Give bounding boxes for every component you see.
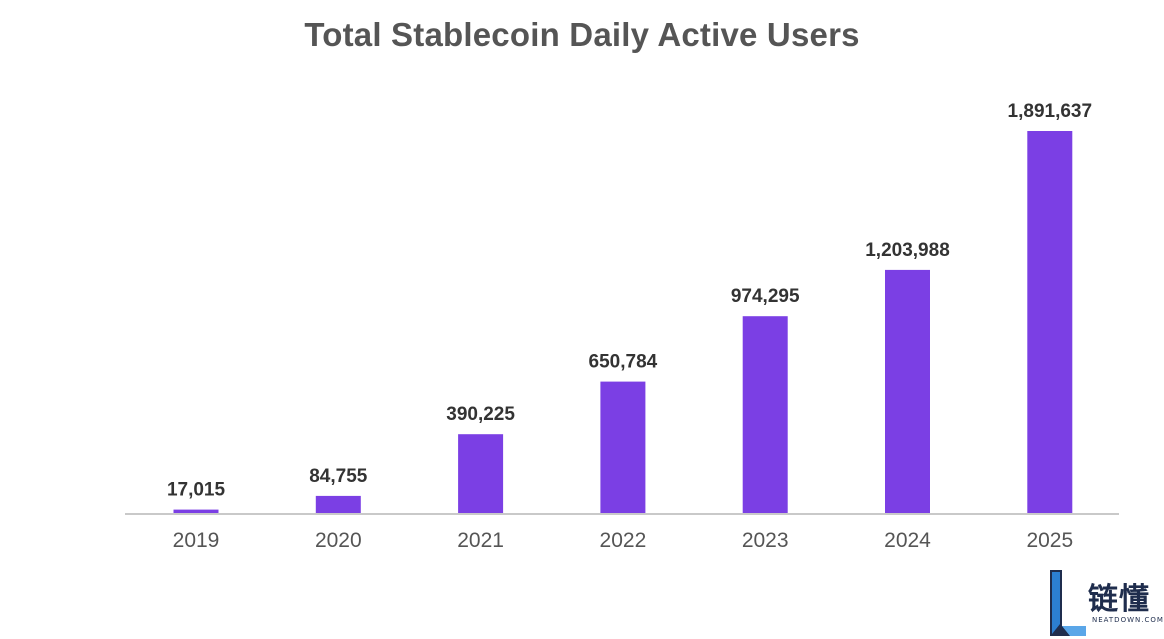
- value-label-2020: 84,755: [309, 466, 368, 487]
- bar-2024: [885, 269, 930, 513]
- x-tick-label-2021: 2021: [457, 529, 504, 552]
- x-tick-label-2025: 2025: [1026, 529, 1073, 552]
- bar-2025: [1027, 131, 1073, 513]
- watermark: 链懂 NEATDOWN.COM: [1048, 568, 1163, 636]
- x-tick-label-2020: 2020: [315, 529, 362, 552]
- value-labels-group: 17,015 84,755 390,225 650,784 974,295 1,203,9…: [167, 101, 1092, 501]
- value-label-2022: 650,784: [589, 352, 658, 373]
- x-tick-label-2023: 2023: [742, 529, 789, 552]
- x-tick-label-2019: 2019: [173, 529, 220, 552]
- value-label-2019: 17,015: [167, 480, 226, 501]
- x-tick-label-2022: 2022: [600, 529, 647, 552]
- x-tick-label-2024: 2024: [884, 529, 931, 552]
- bar-2019: [173, 509, 219, 513]
- value-label-2025: 1,891,637: [1008, 101, 1093, 122]
- chart-title: Total Stablecoin Daily Active Users: [304, 16, 860, 53]
- value-label-2021: 390,225: [446, 404, 515, 425]
- bar-2022: [600, 381, 646, 513]
- bars-group: [173, 131, 1073, 513]
- watermark-domain: NEATDOWN.COM: [1092, 616, 1164, 624]
- x-tick-labels-group: 2019 2020 2021 2022 2023 2024 2025: [173, 529, 1074, 552]
- bar-2023: [742, 316, 788, 513]
- bar-2020: [315, 495, 361, 513]
- watermark-name: 链懂: [1088, 582, 1150, 617]
- value-label-2024: 1,203,988: [865, 240, 950, 261]
- letter-l-logo-icon: [1050, 570, 1086, 636]
- value-label-2023: 974,295: [731, 286, 800, 307]
- bar-2021: [458, 434, 504, 513]
